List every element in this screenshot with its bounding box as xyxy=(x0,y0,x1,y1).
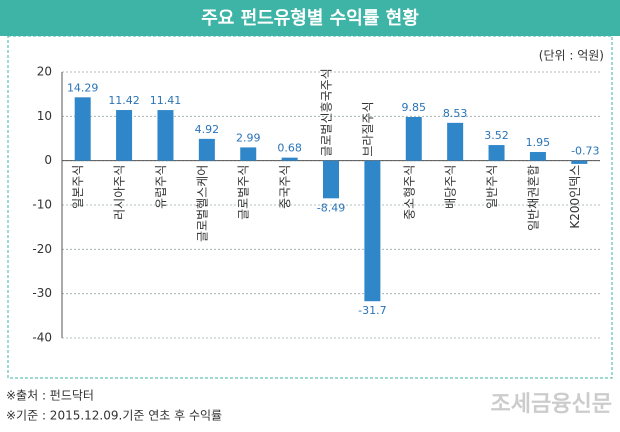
bar xyxy=(116,110,133,161)
bar xyxy=(571,160,588,164)
value-label: -8.49 xyxy=(317,201,345,214)
value-label: 3.52 xyxy=(484,129,509,142)
y-tick-label: -20 xyxy=(32,242,52,256)
x-tick-label: 러시아주식 xyxy=(113,165,127,220)
y-tick-label: 10 xyxy=(37,109,52,123)
value-label: -0.73 xyxy=(571,145,599,158)
value-label: 8.53 xyxy=(443,107,468,120)
footnote: ※기준 : 2015.12.09.기준 연초 후 수익률 xyxy=(6,409,222,423)
x-tick-label: 중국주식 xyxy=(278,165,292,209)
value-label: 2.99 xyxy=(236,131,261,144)
chart-title: 주요 펀드유형별 수익률 현황 xyxy=(201,8,419,29)
x-tick-label: 일반채권혼합 xyxy=(526,165,540,231)
bar xyxy=(198,138,215,161)
bar xyxy=(74,97,91,161)
footnote: ※출처 : 펀드닥터 xyxy=(6,389,94,403)
value-label: 9.85 xyxy=(402,101,427,114)
y-tick-label: 0 xyxy=(44,153,52,167)
value-label: 0.68 xyxy=(277,142,302,155)
bar xyxy=(364,160,381,302)
bar xyxy=(240,147,257,161)
y-tick-label: 20 xyxy=(37,65,52,79)
y-tick-label: -30 xyxy=(32,286,52,300)
x-tick-label: K200인덱스 xyxy=(568,165,582,229)
x-tick-label: 글로벌신흥국주식 xyxy=(320,68,334,156)
x-tick-label: 글로벌헬스케어 xyxy=(195,165,209,242)
bar xyxy=(405,116,422,161)
bar xyxy=(323,160,339,199)
header-bar xyxy=(0,0,620,36)
y-tick-label: -10 xyxy=(32,198,52,212)
value-label: 14.29 xyxy=(67,81,99,94)
value-label: 11.42 xyxy=(108,94,140,107)
bar xyxy=(157,110,174,161)
unit-label: (단위 : 억원) xyxy=(539,49,604,63)
value-label: 1.95 xyxy=(526,136,551,149)
x-tick-label: 일반주식 xyxy=(485,165,499,209)
y-tick-label: -40 xyxy=(32,331,52,345)
x-tick-label: 배당주식 xyxy=(444,165,458,209)
x-tick-label: 중소형주식 xyxy=(402,165,416,220)
bar xyxy=(529,152,546,161)
frame xyxy=(7,35,613,379)
bar xyxy=(281,157,298,161)
x-tick-label: 글로벌주식 xyxy=(237,165,251,220)
value-label: -31.7 xyxy=(358,304,386,317)
x-tick-label: 일본주식 xyxy=(71,165,85,209)
value-label: 11.41 xyxy=(150,94,182,107)
bar xyxy=(488,145,505,161)
bar xyxy=(447,122,464,161)
x-tick-label: 유럽주식 xyxy=(154,165,168,209)
value-label: 4.92 xyxy=(195,123,220,136)
logo: 조세금융신문 xyxy=(491,392,612,417)
x-tick-label: 브라질주식 xyxy=(361,101,375,156)
